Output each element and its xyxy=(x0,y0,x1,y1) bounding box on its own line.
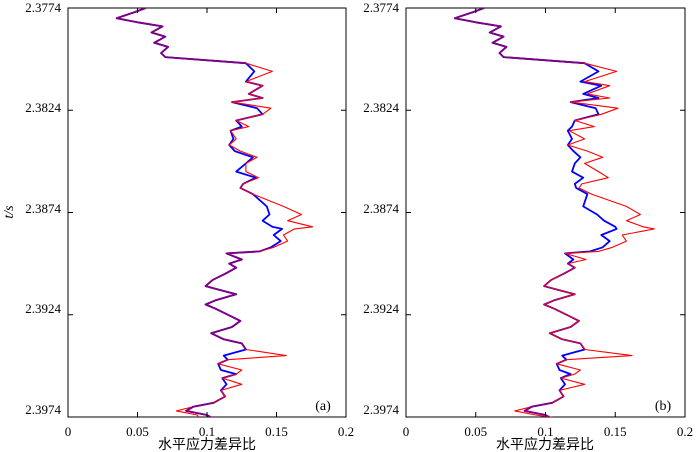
y-tick-label: 2.3874 xyxy=(363,201,399,216)
series-line xyxy=(523,401,553,417)
x-tick-label: 0.2 xyxy=(677,424,693,439)
series-layer xyxy=(115,8,314,417)
x-tick-label: 0.05 xyxy=(464,424,487,439)
panel-label: (a) xyxy=(315,399,331,414)
y-tick-label: 2.3824 xyxy=(25,100,61,115)
y-tick-label: 2.3824 xyxy=(363,100,399,115)
x-tick-label: 0.05 xyxy=(126,424,149,439)
plot-area-frame xyxy=(67,7,347,418)
x-tick-label: 0 xyxy=(403,424,410,439)
series-line xyxy=(453,8,618,417)
y-axis-title: t/s xyxy=(2,205,17,219)
x-tick-label: 0.1 xyxy=(199,424,215,439)
tick-layer xyxy=(67,7,347,418)
x-tick-label: 0.15 xyxy=(265,424,288,439)
series-line xyxy=(115,8,246,65)
x-tick-label: 0 xyxy=(65,424,72,439)
tick-layer xyxy=(405,7,686,418)
series-layer xyxy=(453,8,655,417)
series-line xyxy=(204,250,260,351)
y-tick-label: 2.3774 xyxy=(363,0,399,15)
x-tick-label: 0.1 xyxy=(537,424,553,439)
y-tick-label: 2.3924 xyxy=(25,301,61,316)
panel-b: 2.3774 2.3824 2.3874 2.3924 2.3974 0 0.0… xyxy=(363,0,693,452)
y-tick-label: 2.3874 xyxy=(25,201,61,216)
series-line xyxy=(116,8,314,417)
x-tick-label: 0.15 xyxy=(604,424,627,439)
y-tick-label: 2.3774 xyxy=(25,0,61,15)
panel-a: 2.3774 2.3824 2.3874 2.3924 2.3974 0 0.0… xyxy=(2,0,354,452)
series-line xyxy=(185,401,215,417)
series-line xyxy=(453,8,585,65)
series-line xyxy=(454,8,655,417)
plot-area-frame xyxy=(405,7,686,418)
x-axis-title: 水平应力差异比 xyxy=(158,436,256,452)
y-tick-label: 2.3924 xyxy=(363,301,399,316)
x-tick-label: 0.2 xyxy=(338,424,354,439)
y-tick-label: 2.3974 xyxy=(25,402,61,417)
panel-label: (b) xyxy=(655,399,672,414)
y-tick-label: 2.3974 xyxy=(363,402,399,417)
series-line xyxy=(115,8,284,417)
x-axis-title: 水平应力差异比 xyxy=(496,436,594,452)
